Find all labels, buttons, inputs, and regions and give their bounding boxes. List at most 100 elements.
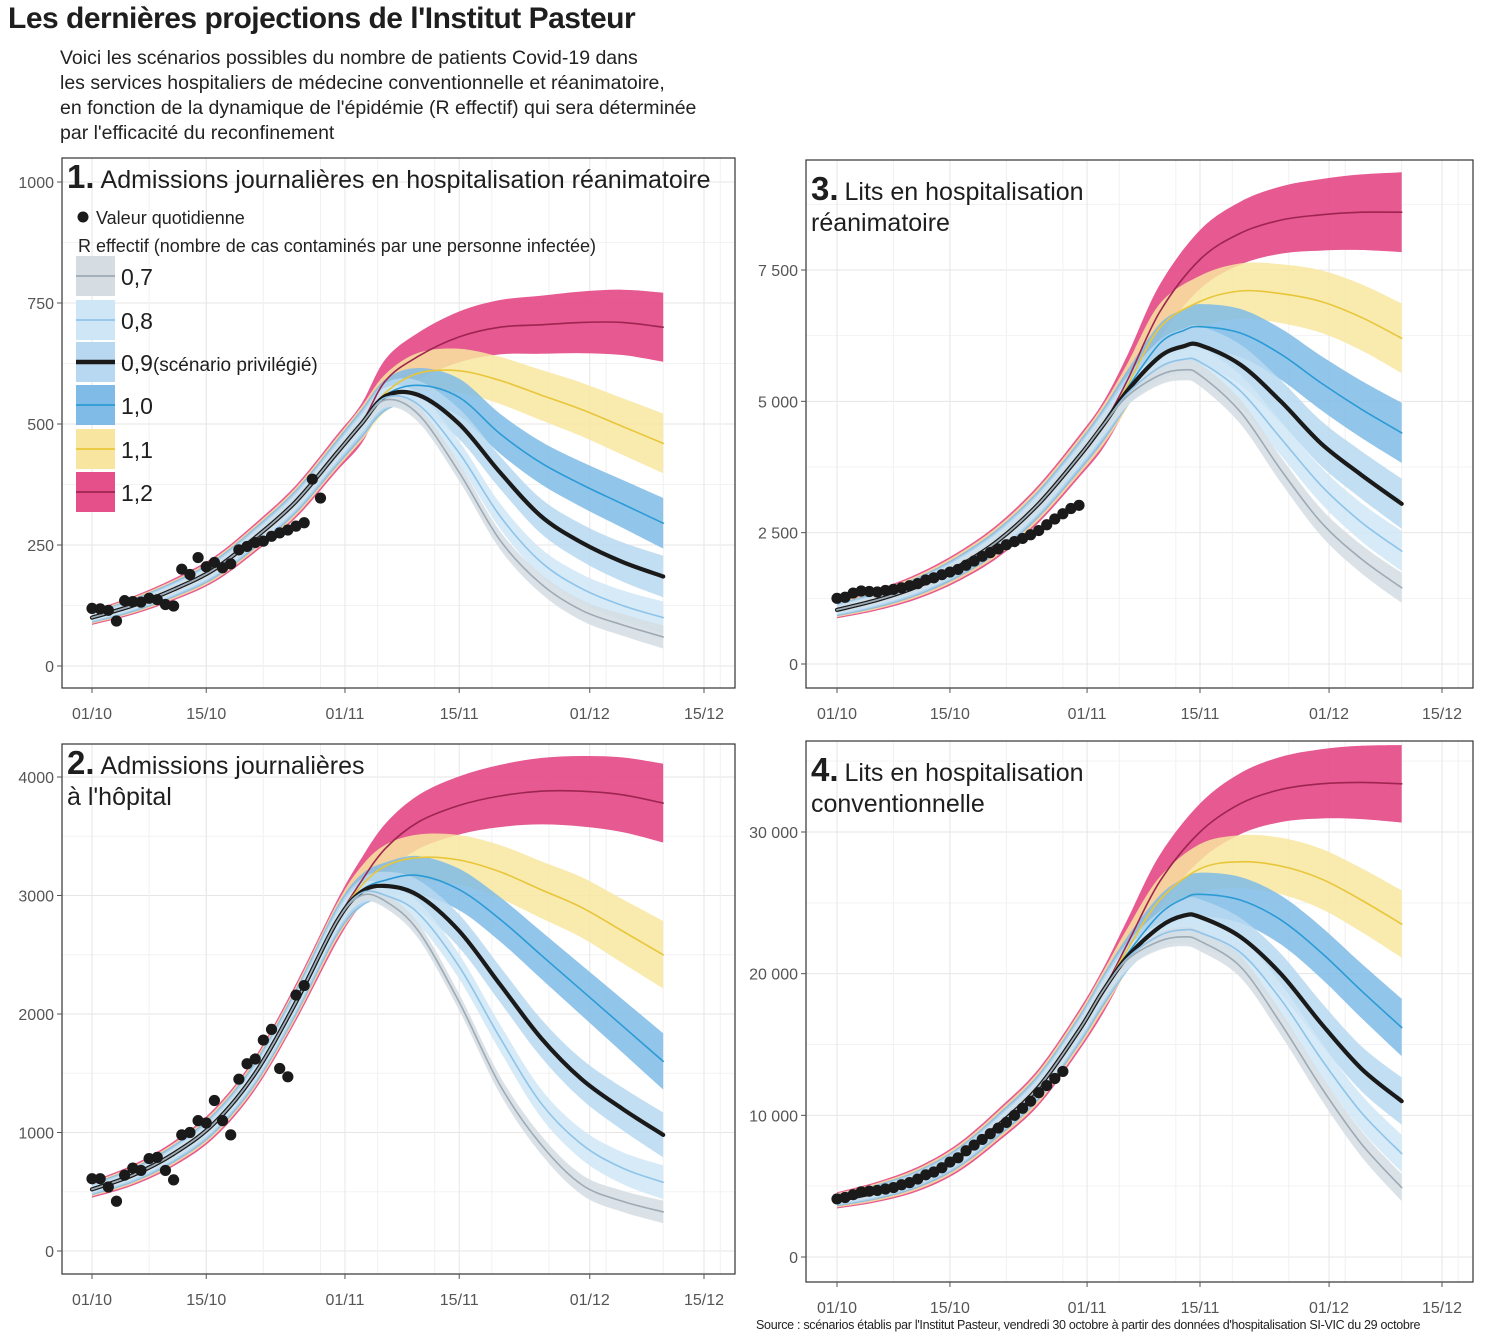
scenario-line-r07 [91,893,664,1213]
y-tick-label: 0 [789,657,798,674]
subtitle-line: les services hospitaliers de médecine co… [60,72,665,94]
observed-point [1033,1087,1045,1099]
x-tick-label: 01/10 [72,1292,112,1309]
observed-point [1041,1079,1053,1092]
scenario-band-r12 [92,289,664,625]
panel-number: 2. [67,744,95,781]
y-tick-label: 0 [45,659,54,676]
x-tick-label: 15/11 [440,706,479,723]
observed-point [855,585,867,597]
observed-point [960,1145,972,1157]
x-tick-label: 01/12 [570,1292,610,1309]
chart-panel-1: 0 250 500 750 1000 01/10 15/10 01/11 15/11 01/12 1… [18,157,736,723]
scenario-band-r07 [837,358,1402,613]
y-tick-label: 4000 [18,770,54,787]
x-tick-label: 01/12 [1309,1300,1349,1317]
observed-point [86,602,98,615]
x-tick-label: 01/11 [1068,1300,1107,1317]
observed-point [216,1115,229,1127]
y-tick-label: 0 [45,1244,54,1261]
plot-frame [61,157,736,689]
subtitle-line: par l'efficacité du reconfinement [60,122,335,144]
observed-point [282,1071,294,1083]
observed-point [1057,508,1069,520]
scenario-band-r07 [92,887,664,1224]
chart-panel-3: 0 2 500 5 000 7 500 01/10 15/10 01/11 15/11 01/1… [758,159,1474,723]
panel-title-line: Lits en hospitalisation [845,759,1084,787]
scenario-band-r07 [92,392,664,649]
scenario-line-r07 [91,398,664,638]
panel-title: 3. Lits en hospitalisation réanimatoire [811,170,1084,237]
observed-point [863,1185,875,1197]
legend-points-label: Valeur quotidienne [96,208,245,228]
x-tick-label: 15/11 [1181,706,1220,723]
x-tick-label: 15/12 [684,706,724,723]
observed-point [1033,524,1045,537]
plot-frame [805,740,1474,1283]
y-tick-label: 250 [27,538,54,555]
panel-title: 4. Lits en hospitalisation conventionnelle [811,751,1084,818]
x-tick-label: 01/11 [1068,706,1107,723]
observed-point [151,1151,163,1163]
observed-point [992,1122,1004,1134]
panel-title-line: à l'hôpital [67,783,172,811]
observed-point [1057,1065,1069,1078]
observed-point [119,1169,131,1181]
observed-point [241,1058,253,1070]
observed-point [102,604,114,616]
observed-point [110,615,123,627]
chart-panel-4: 0 10 000 20 000 30 000 01/10 15/10 01/11 15/11 0… [749,740,1474,1317]
observed-point [168,600,180,612]
observed-point [298,979,310,992]
legend-label-r09: 0,9(scénario privilégié) [121,350,318,376]
x-tick-label: 15/12 [1422,706,1462,723]
observed-point [184,1126,196,1139]
panel-title: 1. Admissions journalières en hospitalisa… [67,158,711,195]
y-tick-label: 1000 [18,175,54,192]
plot-frame [61,743,736,1275]
observed-point [968,555,980,567]
x-tick-label: 01/10 [72,706,112,723]
observed-point [314,492,327,504]
observed-point [151,594,163,606]
panel-title-line: Admissions journalières en hospitalisati… [101,166,711,194]
observed-point [290,989,302,1001]
x-tick-label: 15/11 [440,1292,479,1309]
panel-number: 1. [67,158,95,195]
x-tick-label: 15/10 [930,706,970,723]
panel-number: 3. [811,170,839,207]
legend-point-icon [77,211,89,223]
legend-label-r08: 0,8 [121,308,153,334]
legend-r-title: R effectif (nombre de cas contaminés par… [78,236,596,256]
chart-panel-2: 0 1000 2000 3000 4000 01/10 15/10 01/11 15/11 01/… [18,743,736,1309]
source-note: Source : scénarios établis par l'Institu… [756,1318,1421,1332]
scenario-band-r10 [92,855,664,1196]
x-tick-label: 15/12 [684,1292,724,1309]
legend-label-r11: 1,1 [121,437,153,463]
observed-point [265,1023,278,1036]
observed-point [225,558,237,570]
legend-label-r10: 1,0 [121,393,153,419]
observed-point [1073,499,1085,511]
observed-point [127,596,139,608]
y-tick-label: 3000 [18,889,54,906]
observed-point [192,551,204,564]
y-tick-label: 20 000 [749,967,798,984]
x-tick-label: 15/12 [1422,1300,1462,1317]
x-tick-label: 15/11 [1181,1300,1220,1317]
observed-point [119,595,131,607]
y-tick-label: 0 [789,1250,798,1267]
observed-point [952,1152,964,1164]
scenario-band-r07 [837,927,1402,1204]
x-tick-label: 15/10 [930,1300,970,1317]
scenario-band-r08 [92,385,664,634]
subtitle-line: Voici les scénarios possibles du nombre … [60,47,638,69]
y-tick-label: 30 000 [749,825,798,842]
y-tick-label: 7 500 [758,263,798,280]
scenario-band-r11 [837,262,1402,618]
observed-point [306,473,318,485]
panel-title-line: Lits en hospitalisation [845,178,1084,206]
observed-point [1008,1109,1021,1121]
observed-point [298,517,310,529]
